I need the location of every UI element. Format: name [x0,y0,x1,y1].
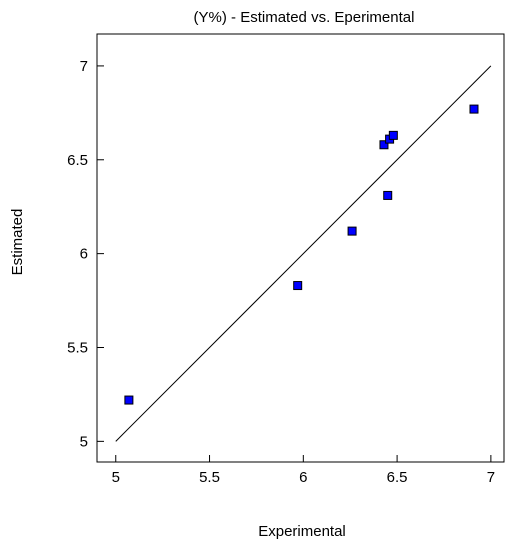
x-axis-label: Experimental [258,523,346,540]
y-tick-label: 6 [80,246,88,263]
reference-line [115,65,492,442]
y-tick-label: 7 [80,58,88,75]
y-tick-label: 5.5 [67,339,88,356]
plot-frame [96,33,505,463]
data-point [379,140,389,150]
chart-title: (Y%) - Estimated vs. Eperimental [194,9,415,26]
x-tick-label: 5 [112,469,120,486]
data-point [388,130,398,140]
x-tick-label: 5.5 [199,469,220,486]
y-axis-ticks: 5 5.5 6 6.5 7 [67,58,104,450]
data-point [124,395,134,405]
data-point [383,190,393,200]
y-tick-label: 6.5 [67,152,88,169]
x-tick-label: 6 [299,469,307,486]
data-point [347,226,357,236]
data-point [293,281,303,291]
data-point [469,104,479,114]
x-axis-ticks: 5 5.5 6 6.5 7 [112,455,495,486]
x-tick-label: 7 [487,469,495,486]
data-points [124,104,479,405]
y-tick-label: 5 [80,433,88,450]
y-axis-label: Estimated [9,209,26,276]
x-tick-label: 6.5 [387,469,408,486]
